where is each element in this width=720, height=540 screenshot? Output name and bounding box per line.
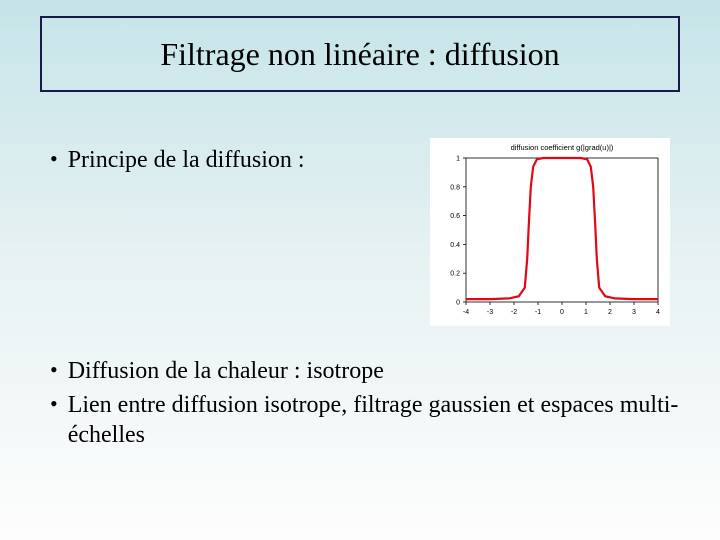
bullet-dot-icon: •: [50, 356, 58, 384]
svg-text:1: 1: [584, 309, 588, 316]
bullet-item: • Principe de la diffusion :: [50, 145, 305, 175]
svg-text:-1: -1: [535, 309, 541, 316]
bullet-dot-icon: •: [50, 145, 58, 173]
chart-svg: diffusion coefficient g(|grad(u)|) -4 -3 -2…: [430, 138, 670, 326]
slide-title: Filtrage non linéaire : diffusion: [160, 36, 559, 73]
diffusion-chart: diffusion coefficient g(|grad(u)|) -4 -3 -2…: [430, 138, 670, 326]
svg-text:0: 0: [456, 300, 460, 307]
svg-text:4: 4: [656, 309, 660, 316]
svg-text:diffusion coefficient g(|grad(: diffusion coefficient g(|grad(u)|): [511, 143, 614, 152]
svg-text:-2: -2: [511, 309, 517, 316]
svg-text:2: 2: [608, 309, 612, 316]
svg-text:3: 3: [632, 309, 636, 316]
svg-text:0.6: 0.6: [450, 213, 460, 220]
bullet-item: • Diffusion de la chaleur : isotrope: [50, 356, 384, 386]
svg-text:0: 0: [560, 309, 564, 316]
bullet-item: • Lien entre diffusion isotrope, filtrag…: [50, 390, 690, 450]
svg-text:-4: -4: [463, 309, 469, 316]
bullet-dot-icon: •: [50, 390, 58, 418]
title-container: Filtrage non linéaire : diffusion: [40, 16, 680, 92]
svg-text:0.4: 0.4: [450, 242, 460, 249]
svg-text:0.8: 0.8: [450, 184, 460, 191]
bullet-text: Diffusion de la chaleur : isotrope: [68, 356, 384, 386]
bullet-text: Lien entre diffusion isotrope, filtrage …: [68, 390, 690, 450]
bullet-text: Principe de la diffusion :: [68, 145, 305, 175]
svg-text:0.2: 0.2: [450, 271, 460, 278]
svg-text:-3: -3: [487, 309, 493, 316]
svg-text:1: 1: [456, 156, 460, 163]
